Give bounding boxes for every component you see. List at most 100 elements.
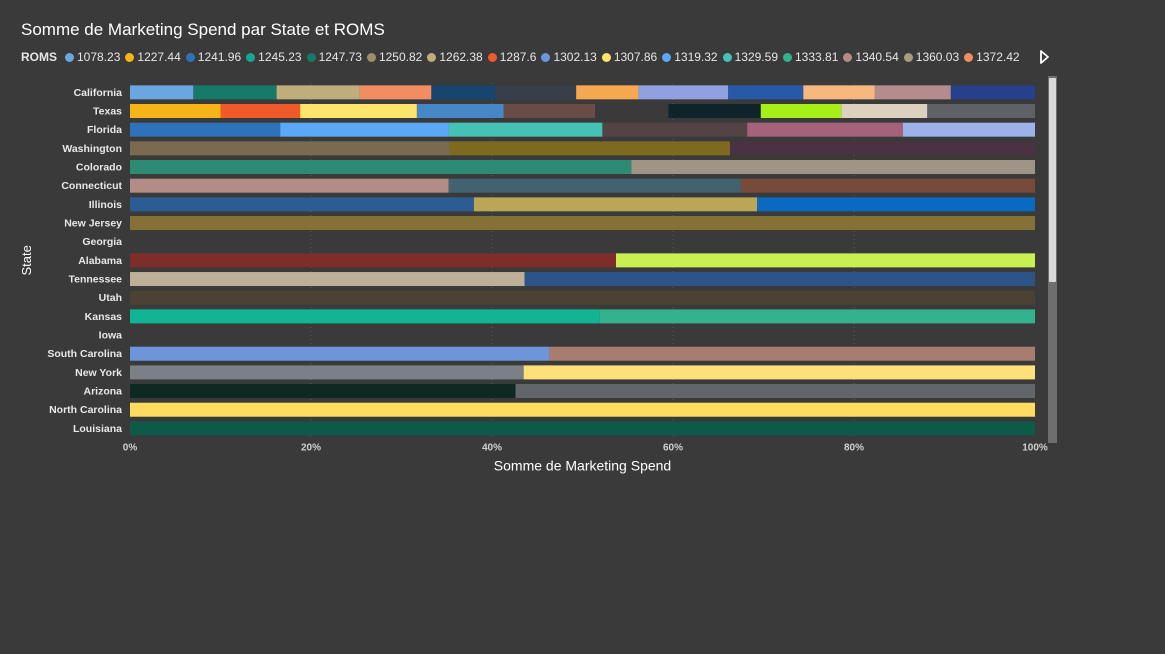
legend-item-label: 1227.44 <box>137 50 181 64</box>
legend-item[interactable]: 1340.54 <box>843 50 899 64</box>
bar-segment[interactable] <box>130 272 525 287</box>
bar-segment[interactable] <box>728 85 804 100</box>
legend-item-label: 1329.59 <box>734 50 778 64</box>
bar-segment[interactable] <box>130 160 632 175</box>
bar-segment[interactable] <box>130 141 450 156</box>
bar-segment[interactable] <box>130 365 524 380</box>
legend-item[interactable]: 1333.81 <box>783 50 838 64</box>
x-tick-label: 60% <box>663 443 683 454</box>
legend-dot-icon <box>125 52 135 62</box>
y-tick-label: Florida <box>87 124 122 136</box>
bar-segment[interactable] <box>803 85 875 100</box>
bar-segment[interactable] <box>280 122 449 137</box>
bar-segment[interactable] <box>130 216 1035 231</box>
bar-segment[interactable] <box>193 85 277 100</box>
y-tick-label: Georgia <box>82 236 122 248</box>
bar-segment[interactable] <box>130 290 1035 305</box>
legend-item[interactable]: 1372.42 <box>964 50 1020 64</box>
bar-segment[interactable] <box>757 197 1035 212</box>
legend-dot-icon <box>306 52 316 62</box>
y-tick-label: Iowa <box>99 330 122 342</box>
bar-segment[interactable] <box>515 384 1035 399</box>
y-tick-label: Kansas <box>85 311 123 323</box>
legend-dot-icon <box>65 52 74 62</box>
bar-segment[interactable] <box>130 104 221 119</box>
legend-item[interactable]: 1227.44 <box>125 50 181 64</box>
legend-dot-icon <box>783 52 792 62</box>
bar-segment[interactable] <box>902 122 1035 137</box>
legend-next-arrow-icon[interactable] <box>1039 49 1051 65</box>
bar-segment[interactable] <box>576 85 639 100</box>
bar-segment[interactable] <box>359 85 432 100</box>
legend-item[interactable]: 1245.23 <box>246 50 302 64</box>
legend-items: 1078.23 1227.44 1241.96 1245.23 1247.73 1250.… <box>65 50 1025 64</box>
bar-segment[interactable] <box>631 160 1035 175</box>
bar-segment[interactable] <box>431 85 496 100</box>
bar-segment[interactable] <box>927 104 1035 119</box>
bar-segment[interactable] <box>448 178 741 193</box>
bar-segment[interactable] <box>730 141 1035 156</box>
bar-segment[interactable] <box>130 197 474 212</box>
scrollbar-thumb[interactable] <box>1049 78 1056 282</box>
bar-segment[interactable] <box>449 141 731 156</box>
bar-segment[interactable] <box>747 122 903 137</box>
bar-segment[interactable] <box>448 122 603 137</box>
bar-segment[interactable] <box>130 309 600 324</box>
y-tick-label: Illinois <box>89 199 122 211</box>
bar-segment[interactable] <box>473 197 758 212</box>
bar-segment[interactable] <box>599 309 1035 324</box>
legend-item[interactable]: 1078.23 <box>65 50 120 64</box>
bar-segment[interactable] <box>523 365 1035 380</box>
bar-segment[interactable] <box>524 272 1035 287</box>
bar-segment[interactable] <box>130 85 194 100</box>
x-tick-label: 40% <box>482 443 502 454</box>
bar-segment[interactable] <box>130 421 1035 436</box>
bar-segment[interactable] <box>549 346 1035 361</box>
y-axis-title: State <box>19 245 34 275</box>
legend-item[interactable]: 1241.96 <box>185 50 241 64</box>
bar-segment[interactable] <box>740 178 1035 193</box>
bar-segment[interactable] <box>130 122 281 137</box>
bar-segment[interactable] <box>130 384 516 399</box>
bar-segment[interactable] <box>841 104 928 119</box>
bar-segment[interactable] <box>130 253 616 268</box>
bar-segment[interactable] <box>874 85 951 100</box>
legend-item[interactable]: 1302.13 <box>541 50 597 64</box>
bar-segment[interactable] <box>760 104 842 119</box>
bar-segment[interactable] <box>416 104 504 119</box>
x-tick-label: 80% <box>844 443 864 454</box>
legend-dot-icon <box>185 52 195 62</box>
bar-segment[interactable] <box>615 253 1035 268</box>
legend-item[interactable]: 1319.32 <box>662 50 718 64</box>
bar-segment[interactable] <box>503 104 596 119</box>
x-tick-label: 0% <box>123 443 138 454</box>
bar-segment[interactable] <box>300 104 417 119</box>
y-tick-label: Washington <box>62 143 122 155</box>
legend: ROMS 1078.23 1227.44 1241.96 1245.23 1247.73… <box>21 49 1031 65</box>
legend-dot-icon <box>246 52 256 62</box>
legend-item-label: 1319.32 <box>674 50 718 64</box>
legend-item-label: 1245.23 <box>258 50 302 64</box>
legend-dot-icon <box>541 52 551 62</box>
bar-segment[interactable] <box>220 104 301 119</box>
bar-segment[interactable] <box>950 85 1035 100</box>
bar-segment[interactable] <box>602 122 748 137</box>
bar-segment[interactable] <box>130 178 449 193</box>
bar-segment[interactable] <box>130 346 550 361</box>
bar-segment[interactable] <box>130 402 1035 417</box>
legend-item[interactable]: 1247.73 <box>306 50 362 64</box>
legend-item[interactable]: 1262.38 <box>427 50 483 64</box>
y-tick-label: Tennessee <box>69 274 123 286</box>
legend-item[interactable]: 1360.03 <box>903 50 959 64</box>
bar-segment[interactable] <box>495 85 577 100</box>
bar-segment[interactable] <box>668 104 761 119</box>
y-tick-label: South Carolina <box>47 348 122 360</box>
bar-segment[interactable] <box>276 85 360 100</box>
bar-segment[interactable] <box>595 104 669 119</box>
legend-item-label: 1340.54 <box>855 50 899 64</box>
legend-item[interactable]: 1287.6 <box>487 50 536 64</box>
legend-item[interactable]: 1250.82 <box>366 50 422 64</box>
bar-segment[interactable] <box>638 85 729 100</box>
legend-item[interactable]: 1329.59 <box>722 50 778 64</box>
legend-item[interactable]: 1307.86 <box>601 50 657 64</box>
